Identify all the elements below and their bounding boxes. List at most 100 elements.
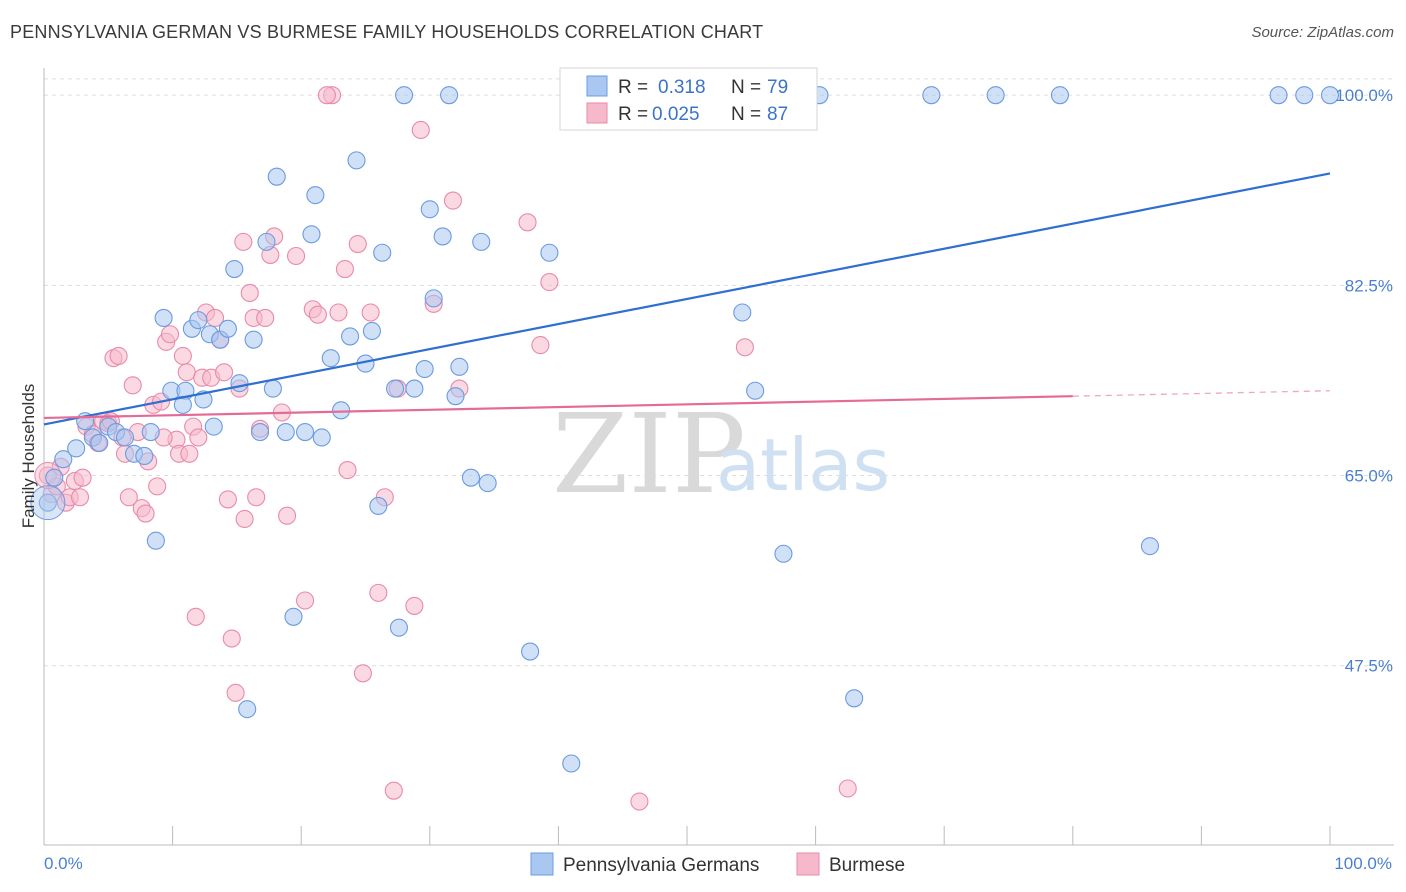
burmese-point xyxy=(226,683,245,702)
pennsylvania-germans-point xyxy=(296,422,315,442)
pennsylvania-germans-point xyxy=(433,227,452,246)
pennsylvania-germans-point xyxy=(54,450,73,469)
pennsylvania-germans-point xyxy=(146,531,165,550)
burmese-point xyxy=(287,246,306,266)
legend: R = 0.318 N = 79 R = 0.025 N = 87 xyxy=(559,67,818,131)
burmese-point xyxy=(338,461,357,480)
burmese-point xyxy=(173,346,192,366)
watermark: ZIP atlas xyxy=(552,390,890,518)
x-tick-label-max: 100.0% xyxy=(1334,854,1392,873)
pennsylvania-germans-point xyxy=(341,327,360,346)
bottom-legend-label-pink: Burmese xyxy=(829,855,905,876)
pennsylvania-germans-point xyxy=(332,401,351,420)
burmese-point xyxy=(317,86,336,105)
pennsylvania-germans-point xyxy=(746,381,765,400)
burmese-point xyxy=(361,303,380,322)
pennsylvania-germans-point xyxy=(284,607,303,626)
pennsylvania-germans-point xyxy=(472,232,491,251)
pennsylvania-germans-point xyxy=(347,151,366,170)
burmese-point xyxy=(531,336,550,355)
watermark-atlas: atlas xyxy=(716,423,890,507)
burmese-point xyxy=(838,779,857,798)
y-tick-labels: 47.5% 65.0% 82.5% 100.0% xyxy=(1335,86,1393,676)
legend-r-label-1: R = xyxy=(618,77,648,98)
y-tick-label: 47.5% xyxy=(1345,657,1393,676)
pennsylvania-germans-point xyxy=(45,468,64,487)
pennsylvania-germans-point xyxy=(267,167,286,186)
burmese-point xyxy=(335,259,354,279)
pennsylvania-germans-point xyxy=(189,311,208,330)
pennsylvania-germans-point xyxy=(302,225,321,244)
burmese-point xyxy=(189,428,208,447)
burmese-point xyxy=(177,363,196,382)
burmese-point xyxy=(353,664,372,683)
trend-line-pennsylvania-germans xyxy=(43,172,1331,426)
burmese-point xyxy=(160,325,180,344)
burmese-point xyxy=(384,781,403,800)
pennsylvania-germans-point xyxy=(774,544,793,563)
burmese-point xyxy=(180,444,199,463)
legend-r-label-2: R = xyxy=(618,104,648,125)
burmese-point xyxy=(73,468,92,487)
burmese-point xyxy=(186,607,205,626)
pennsylvania-germans-point xyxy=(521,642,540,661)
pennsylvania-germans-point xyxy=(922,86,941,105)
gridlines xyxy=(44,78,1394,667)
burmese-point xyxy=(214,363,234,382)
x-ticks xyxy=(43,826,1331,845)
burmese-point xyxy=(630,792,649,811)
trend-lines xyxy=(43,172,1331,426)
burmese-point xyxy=(329,303,348,322)
watermark-zip: ZIP xyxy=(552,390,746,518)
legend-n-label-1: N = xyxy=(731,77,761,98)
burmese-point xyxy=(235,509,254,529)
pennsylvania-germans-point xyxy=(218,319,237,338)
pennsylvania-germans-point xyxy=(562,754,581,773)
pennsylvania-germans-point xyxy=(250,422,270,442)
pennsylvania-germans-point xyxy=(263,379,282,398)
burmese-point xyxy=(148,477,167,496)
pennsylvania-germans-point xyxy=(440,86,459,105)
y-axis-label: Family Households xyxy=(19,384,38,529)
pennsylvania-germans-point xyxy=(461,468,481,487)
trend-line-burmese xyxy=(43,395,1073,420)
burmese-point xyxy=(123,376,142,395)
pennsylvania-germans-point xyxy=(386,379,405,398)
pennsylvania-germans-point xyxy=(405,379,424,398)
trend-line-burmese-extension xyxy=(1072,390,1331,397)
burmese-point xyxy=(234,232,253,251)
axes xyxy=(43,68,1394,846)
burmese-point xyxy=(308,305,327,324)
pennsylvania-germans-point xyxy=(141,422,160,442)
pennsylvania-germans-point xyxy=(225,259,244,279)
x-tick-label-min: 0.0% xyxy=(44,854,83,873)
pennsylvania-germans-point xyxy=(238,700,257,719)
burmese-point xyxy=(735,338,754,357)
pennsylvania-germans-point xyxy=(1140,537,1160,556)
pennsylvania-germans-point xyxy=(38,493,57,512)
pennsylvania-germans-point xyxy=(845,689,864,708)
pennsylvania-germans-point xyxy=(257,232,276,251)
pennsylvania-germans-point xyxy=(321,349,340,368)
burmese-point xyxy=(296,591,315,610)
pennsylvania-germans-point xyxy=(204,417,223,436)
pennsylvania-germans-point xyxy=(276,422,295,442)
legend-n-value-2: 87 xyxy=(767,104,788,125)
pennsylvania-germans-point xyxy=(986,86,1005,105)
burmese-point xyxy=(411,120,430,139)
pennsylvania-germans-point xyxy=(415,359,434,379)
pennsylvania-germans-point xyxy=(90,433,109,452)
legend-n-label-2: N = xyxy=(731,104,761,125)
burmese-point xyxy=(119,488,138,507)
burmese-point xyxy=(247,488,266,507)
y-tick-label: 82.5% xyxy=(1345,276,1393,295)
bottom-legend: Pennsylvania Germans Burmese xyxy=(530,852,905,876)
burmese-point xyxy=(218,490,237,509)
pennsylvania-germans-point xyxy=(312,428,331,447)
pennsylvania-germans-point xyxy=(369,496,388,515)
burmese-point xyxy=(70,488,90,507)
pennsylvania-germans-point xyxy=(424,289,443,308)
chart-title: PENNSYLVANIA GERMAN VS BURMESE FAMILY HO… xyxy=(10,22,764,42)
pennsylvania-germans-point xyxy=(540,243,559,262)
